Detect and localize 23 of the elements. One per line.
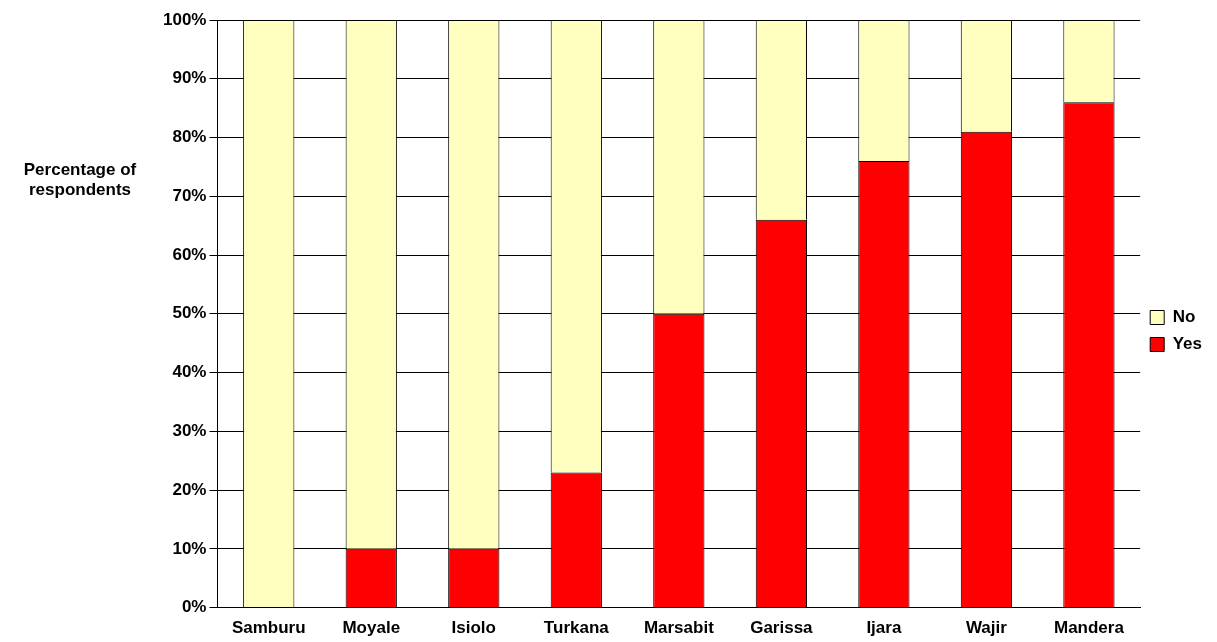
y-axis-title: Percentage of respondents [22, 160, 138, 200]
y-tick-label: 30% [172, 421, 207, 441]
y-tick-label: 20% [172, 479, 207, 499]
y-tick-label: 100% [163, 9, 207, 29]
x-tick-label: Wajir [965, 618, 1008, 638]
legend-label: No [1172, 307, 1196, 327]
x-tick-label: Moyale [342, 618, 401, 638]
legend-label: Yes [1172, 334, 1202, 354]
x-tick-label: Turkana [543, 618, 610, 638]
x-tick-label: Samburu [231, 618, 306, 638]
x-tick-label: Garissa [750, 618, 814, 638]
y-tick-label: 80% [172, 127, 207, 147]
x-tick-label: Ijara [866, 618, 902, 638]
y-tick-label: 0% [181, 597, 207, 617]
y-tick-label: 50% [172, 303, 207, 323]
y-tick-label: 90% [172, 68, 207, 88]
y-tick-label: 60% [172, 244, 207, 264]
y-tick-label: 40% [172, 362, 207, 382]
y-tick-label: 10% [172, 538, 207, 558]
y-tick-label: 70% [172, 185, 207, 205]
x-tick-label: Isiolo [451, 618, 496, 638]
x-tick-label: Marsabit [643, 618, 715, 638]
x-tick-label: Mandera [1053, 618, 1125, 638]
